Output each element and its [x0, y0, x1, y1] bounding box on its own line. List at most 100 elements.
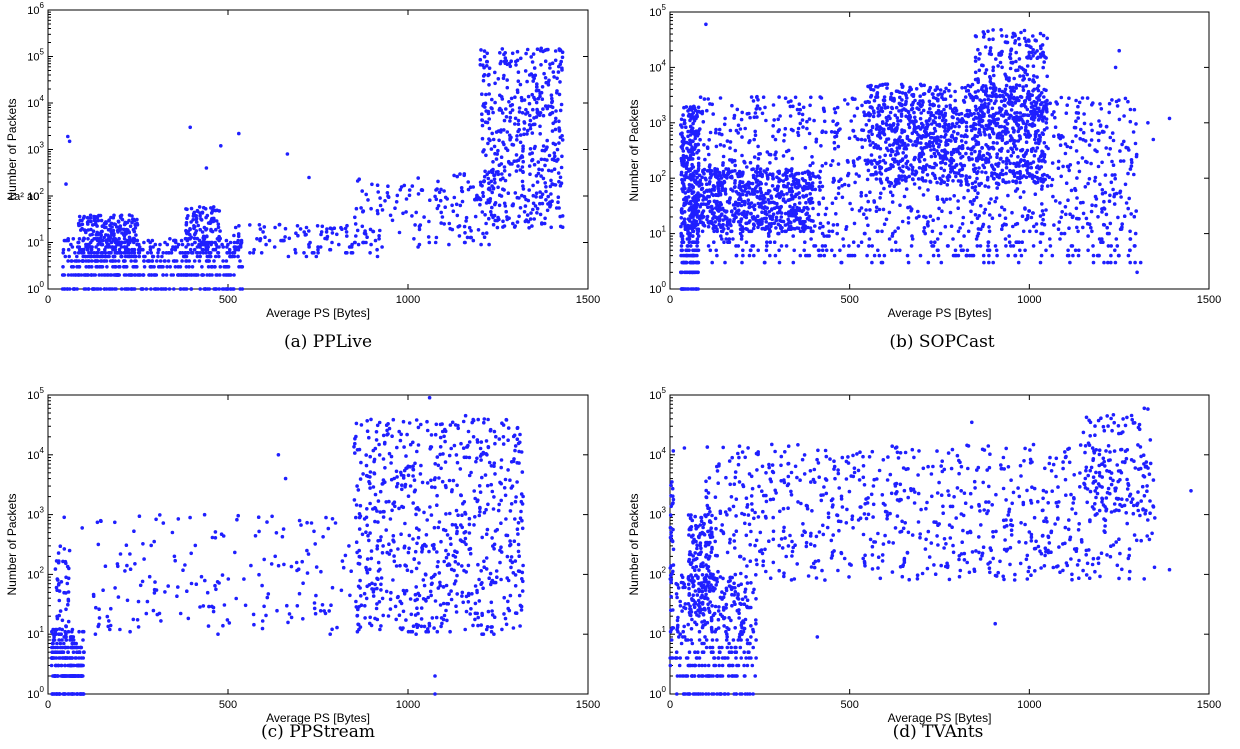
data-point — [1049, 183, 1054, 188]
data-point — [735, 107, 740, 112]
data-point — [90, 259, 94, 263]
data-point — [529, 72, 534, 76]
data-point — [548, 204, 552, 209]
data-point — [1016, 129, 1020, 134]
y-tick-label: 100 — [649, 280, 666, 296]
data-point — [231, 287, 235, 291]
data-point — [882, 253, 887, 258]
data-point — [738, 193, 743, 198]
data-point — [189, 287, 194, 291]
data-point — [522, 194, 527, 199]
data-point — [187, 259, 191, 263]
data-point — [1051, 194, 1055, 199]
data-point — [705, 214, 710, 219]
data-point — [691, 240, 696, 244]
data-point — [948, 106, 953, 110]
data-point — [522, 127, 526, 131]
data-point — [307, 175, 311, 180]
data-point — [509, 96, 514, 101]
data-point — [233, 245, 238, 249]
data-point — [520, 193, 524, 198]
data-point — [498, 51, 502, 55]
data-point — [733, 200, 738, 205]
data-point — [970, 185, 975, 190]
data-point — [695, 237, 700, 241]
data-point — [946, 127, 951, 131]
data-point — [865, 253, 869, 258]
data-point — [124, 251, 128, 255]
data-point — [437, 190, 442, 195]
data-point — [906, 260, 911, 265]
data-point — [1025, 168, 1029, 172]
data-point — [818, 180, 822, 185]
data-point — [549, 93, 554, 97]
data-point — [192, 210, 197, 215]
data-point — [1100, 207, 1104, 211]
data-point — [1015, 171, 1020, 175]
data-point — [874, 205, 879, 210]
data-point — [747, 185, 751, 190]
data-point — [923, 130, 928, 135]
data-point — [215, 237, 220, 241]
data-point — [692, 115, 697, 119]
data-point — [711, 226, 715, 231]
data-point — [871, 141, 875, 145]
data-point — [416, 176, 421, 180]
data-point — [240, 265, 245, 269]
data-point — [494, 157, 499, 161]
data-point — [893, 153, 898, 157]
data-point — [1032, 179, 1036, 184]
data-point — [753, 129, 757, 134]
data-point — [133, 273, 137, 277]
data-point — [693, 108, 698, 113]
data-point — [499, 194, 504, 198]
data-point — [86, 265, 91, 269]
data-point — [82, 214, 86, 219]
data-point — [1094, 203, 1098, 208]
data-point — [888, 153, 893, 157]
data-point — [541, 113, 546, 118]
data-point — [1105, 225, 1109, 230]
data-point — [539, 157, 544, 162]
data-point — [819, 144, 823, 148]
data-point — [719, 176, 724, 180]
data-point — [933, 176, 938, 180]
data-point — [502, 118, 507, 123]
data-point — [112, 213, 116, 218]
data-point — [764, 191, 768, 196]
data-point — [752, 253, 756, 258]
data-point — [1004, 171, 1008, 176]
data-point — [345, 234, 349, 238]
data-point — [698, 127, 702, 131]
data-point — [77, 245, 82, 249]
data-point — [905, 165, 909, 169]
data-point — [1109, 260, 1113, 265]
data-point — [491, 186, 496, 191]
data-point — [528, 217, 533, 221]
data-point — [518, 206, 523, 210]
data-point — [520, 111, 525, 115]
data-point — [733, 206, 737, 211]
data-point — [1097, 131, 1101, 136]
data-point — [884, 140, 888, 144]
data-point — [681, 287, 686, 291]
data-point — [192, 247, 197, 252]
data-point — [219, 144, 223, 148]
x-tick-label: 1000 — [1017, 294, 1041, 306]
data-point — [830, 159, 835, 163]
data-point — [754, 170, 758, 174]
data-point — [416, 245, 420, 249]
data-point — [530, 151, 534, 155]
data-point — [1005, 140, 1009, 145]
data-point — [790, 156, 795, 161]
data-point — [207, 273, 212, 277]
data-point — [679, 123, 683, 127]
data-point — [683, 270, 688, 275]
data-point — [937, 104, 941, 108]
data-point — [786, 148, 791, 153]
data-point — [131, 236, 136, 241]
data-point — [1096, 138, 1101, 143]
data-point — [373, 238, 378, 243]
data-point — [532, 217, 536, 221]
data-point — [721, 222, 725, 227]
